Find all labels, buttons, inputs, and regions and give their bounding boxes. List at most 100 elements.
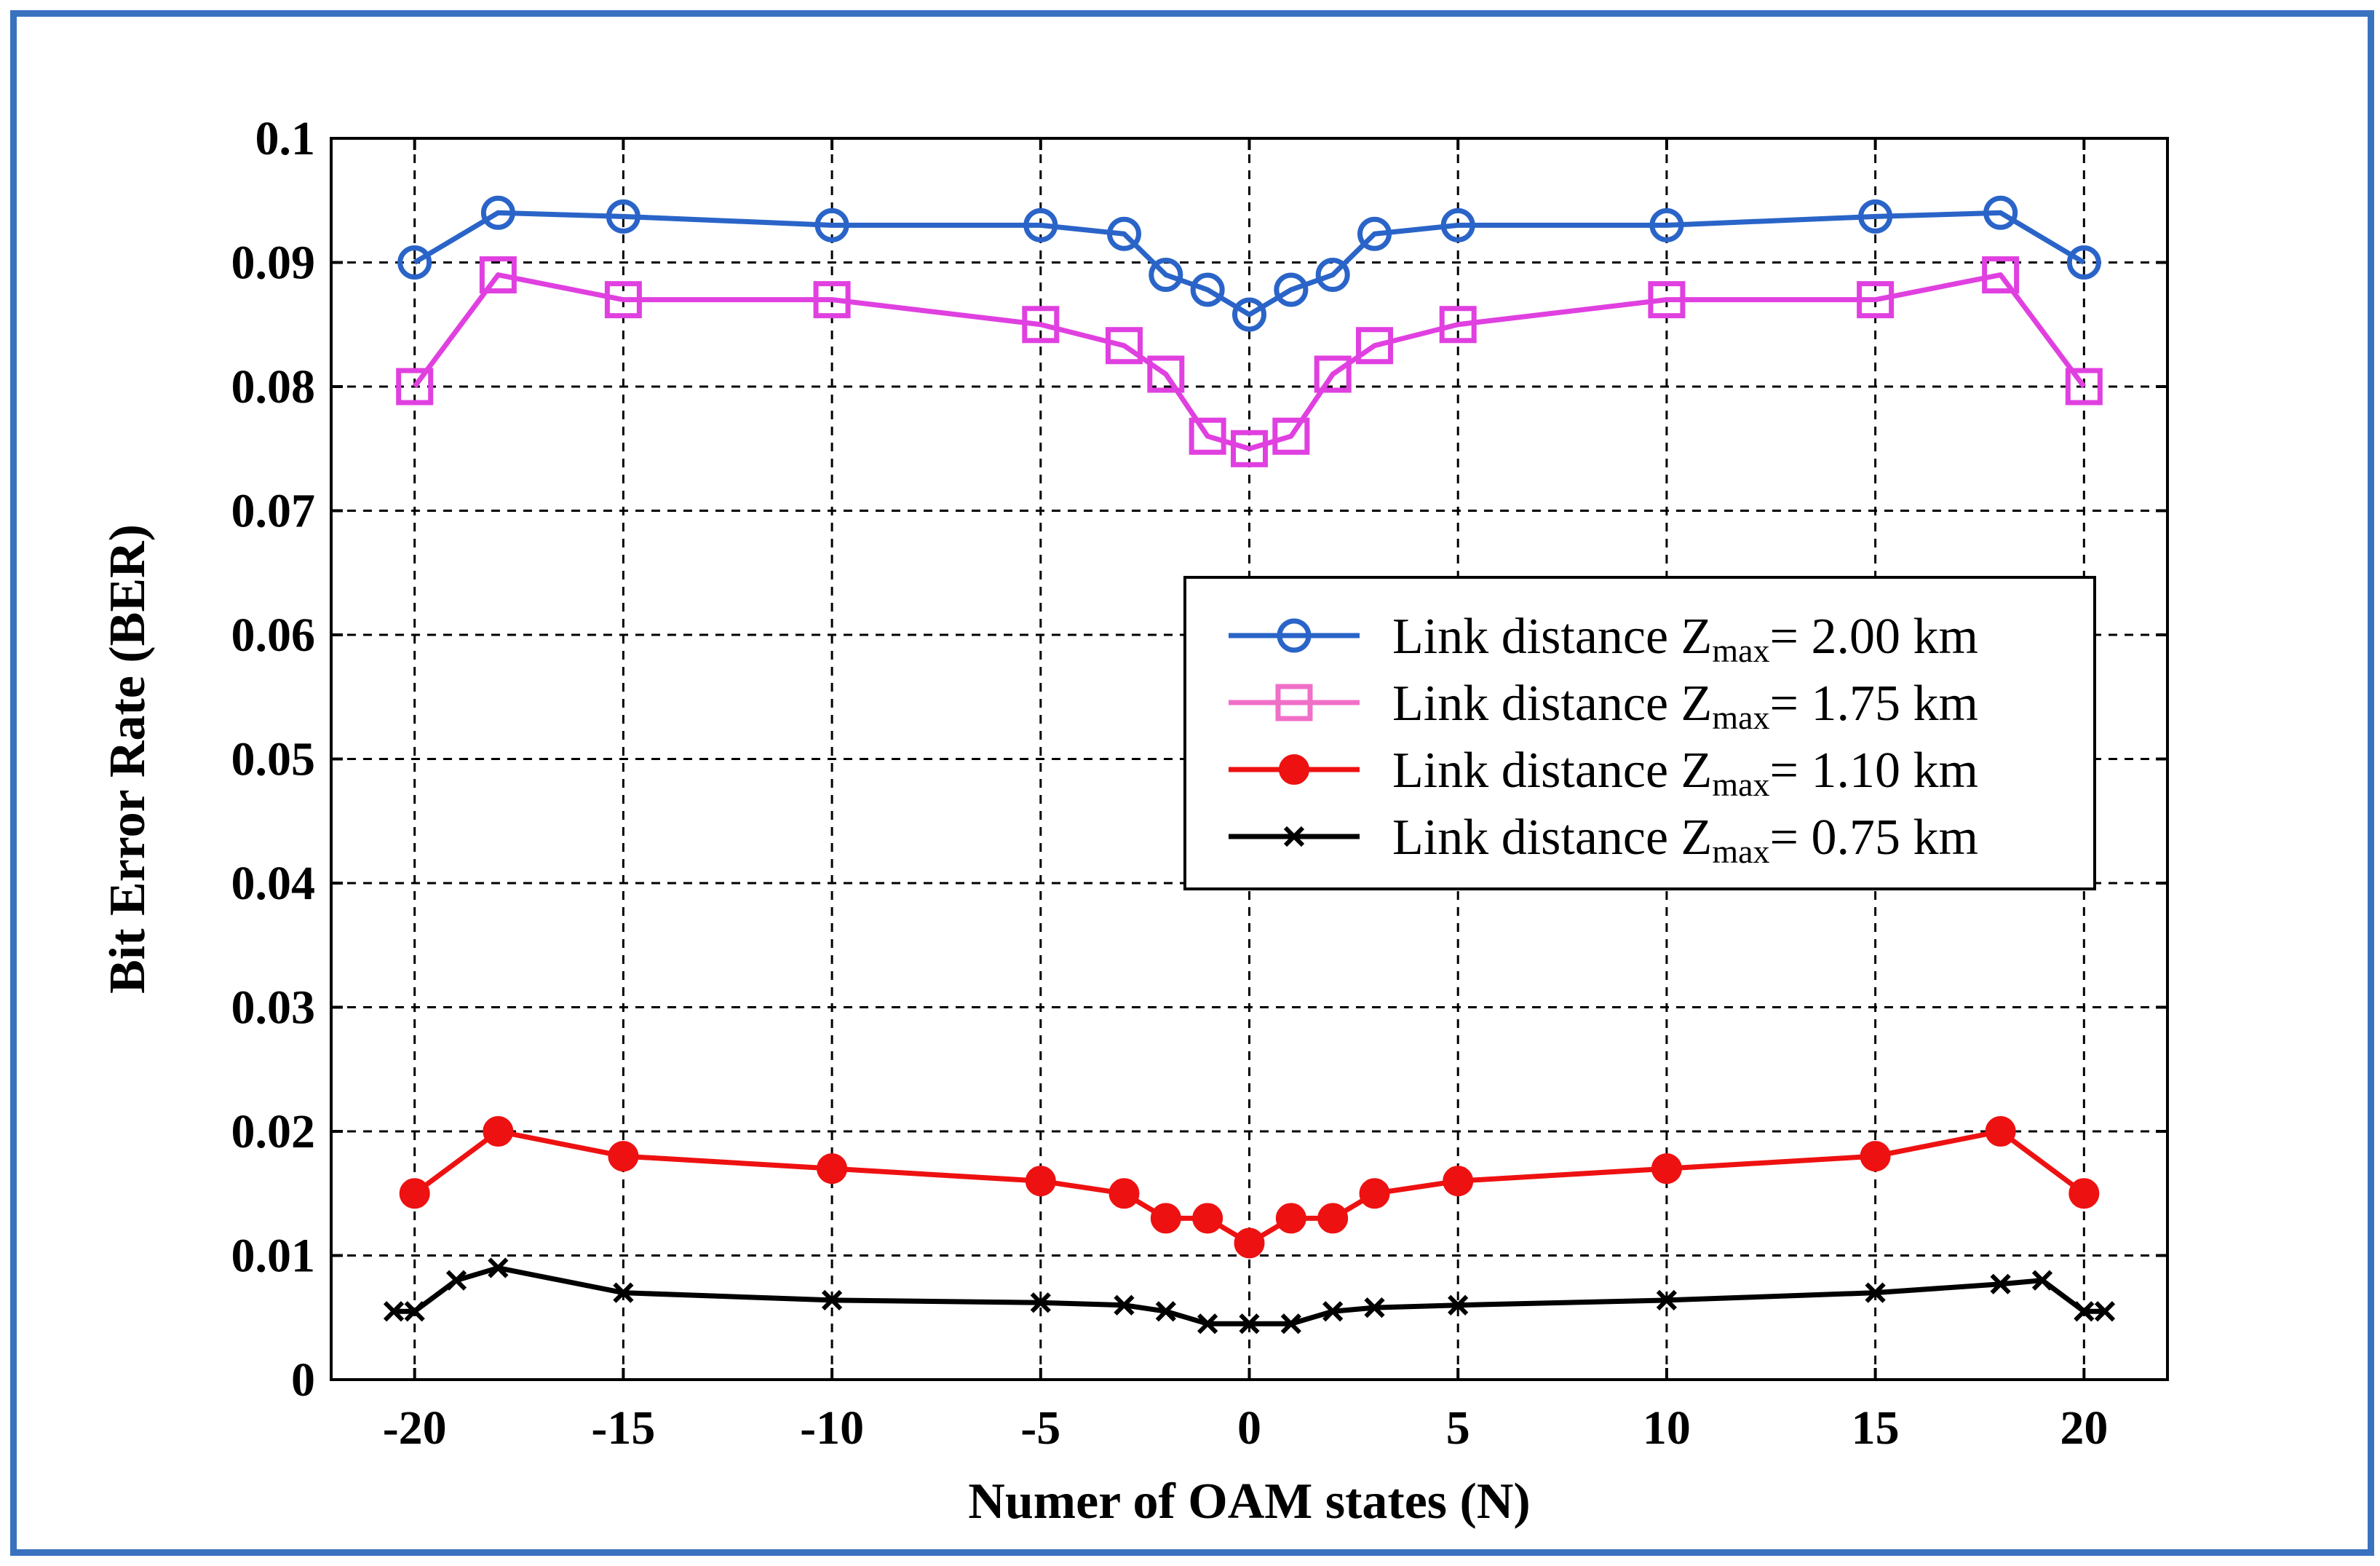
- data-point: [1234, 1227, 1265, 1259]
- data-point: [604, 281, 642, 319]
- data-point: [1231, 430, 1268, 467]
- data-point: [1857, 281, 1895, 319]
- x-tick-label: -10: [800, 1401, 864, 1455]
- data-point: [488, 1257, 509, 1278]
- data-point: [397, 245, 432, 280]
- data-point: [1022, 306, 1060, 344]
- data-point: [1985, 1116, 2016, 1147]
- data-point: [1023, 207, 1058, 242]
- data-point: [2074, 1301, 2095, 1322]
- y-tick-label: 0.05: [231, 733, 316, 786]
- data-point: [1192, 1203, 1223, 1234]
- data-point: [1865, 1282, 1886, 1303]
- legend-label: Link distance Zmax= 2.00 km: [1392, 609, 1978, 669]
- legend-label: Link distance Zmax= 0.75 km: [1392, 810, 1978, 870]
- data-point: [480, 195, 515, 230]
- data-point: [1283, 826, 1305, 847]
- data-point: [1443, 1166, 1474, 1197]
- data-point: [1277, 618, 1312, 653]
- data-point: [479, 256, 517, 294]
- data-point: [1272, 417, 1310, 455]
- x-tick-label: 10: [1643, 1401, 1691, 1455]
- data-point: [1357, 216, 1392, 251]
- data-point: [2094, 1301, 2116, 1322]
- data-point: [1197, 1313, 1218, 1334]
- x-axis-title: Numer of OAM states (N): [968, 1474, 1530, 1530]
- data-point: [1860, 1141, 1891, 1172]
- data-point: [1448, 1294, 1469, 1316]
- legend-item: Link distance Zmax= 0.75 km: [1229, 810, 1978, 870]
- x-tick-label: 15: [1852, 1401, 1900, 1455]
- data-point: [1315, 258, 1350, 293]
- legend-label: Link distance Zmax= 1.75 km: [1392, 676, 1978, 736]
- data-point: [1030, 1292, 1051, 1313]
- data-point: [1155, 1301, 1176, 1322]
- data-point: [1279, 754, 1309, 785]
- y-axis-title: Bit Error Rate (BER): [100, 524, 156, 994]
- y-tick-label: 0.09: [231, 237, 316, 290]
- legend: Link distance Zmax= 2.00 km Link distance…: [1183, 576, 2096, 890]
- x-tick-label: -5: [1020, 1401, 1060, 1455]
- data-point: [1648, 281, 1686, 319]
- legend-item: Link distance Zmax= 1.10 km: [1229, 743, 1978, 803]
- data-point: [399, 1178, 430, 1209]
- data-point: [608, 1141, 639, 1172]
- data-point: [1990, 1273, 2011, 1294]
- series-3: [399, 1116, 2100, 1259]
- data-point: [1189, 417, 1226, 455]
- data-point: [1239, 1313, 1260, 1334]
- data-point: [2065, 368, 2103, 406]
- data-point: [2068, 1178, 2100, 1209]
- data-point: [1651, 1153, 1682, 1185]
- legend-label: Link distance Zmax= 1.10 km: [1392, 743, 1978, 803]
- y-tick-label: 0.1: [255, 112, 316, 165]
- data-point: [1364, 1297, 1385, 1318]
- data-point: [1147, 355, 1185, 393]
- data-point: [1322, 1301, 1344, 1322]
- series-line: [412, 272, 2087, 451]
- data-point: [1108, 1178, 1140, 1209]
- data-point: [445, 1270, 467, 1291]
- data-point: [813, 281, 851, 319]
- data-point: [1280, 1313, 1301, 1334]
- legend-item: Link distance Zmax= 2.00 km: [1229, 609, 1978, 669]
- y-tick-label: 0.06: [231, 609, 316, 662]
- series-line: [413, 210, 2086, 317]
- data-point: [1114, 1294, 1135, 1316]
- legend-item: Link distance Zmax= 1.75 km: [1229, 676, 1978, 736]
- data-point: [1150, 1203, 1181, 1234]
- series-4: [383, 1257, 2116, 1334]
- data-point: [1983, 195, 2018, 230]
- x-tick-label: 5: [1446, 1401, 1470, 1455]
- data-point: [483, 1116, 514, 1147]
- y-tick-label: 0: [291, 1353, 315, 1407]
- x-tick-label: 0: [1237, 1401, 1261, 1455]
- data-point: [1274, 272, 1309, 307]
- y-tick-label: 0.08: [231, 360, 316, 414]
- data-point: [817, 1153, 848, 1185]
- y-tick-label: 0.04: [231, 857, 316, 910]
- data-point: [821, 1289, 843, 1311]
- series-1: [397, 195, 2101, 332]
- data-point: [383, 1301, 405, 1322]
- data-point: [1105, 327, 1143, 365]
- data-point: [2066, 245, 2101, 280]
- data-point: [814, 207, 849, 242]
- data-point: [1025, 1166, 1056, 1197]
- data-point: [1275, 684, 1313, 721]
- data-point: [1232, 297, 1266, 332]
- y-tick-label: 0.02: [231, 1105, 316, 1158]
- data-point: [1190, 272, 1225, 307]
- data-point: [1440, 207, 1475, 242]
- data-point: [1439, 306, 1477, 344]
- data-point: [1317, 1203, 1349, 1234]
- x-tick-label: -20: [383, 1401, 447, 1455]
- y-tick-label: 0.07: [231, 485, 316, 538]
- axis-ticks: -20 -15 -10 -5 0 5 10 15 20 0 0.01 0.02 0.03 0.04 0.05…: [231, 112, 2167, 1455]
- data-point: [1982, 256, 2020, 294]
- data-point: [396, 368, 434, 406]
- series-layer: [383, 195, 2116, 1334]
- data-point: [1359, 1178, 1390, 1209]
- y-tick-label: 0.01: [231, 1230, 316, 1283]
